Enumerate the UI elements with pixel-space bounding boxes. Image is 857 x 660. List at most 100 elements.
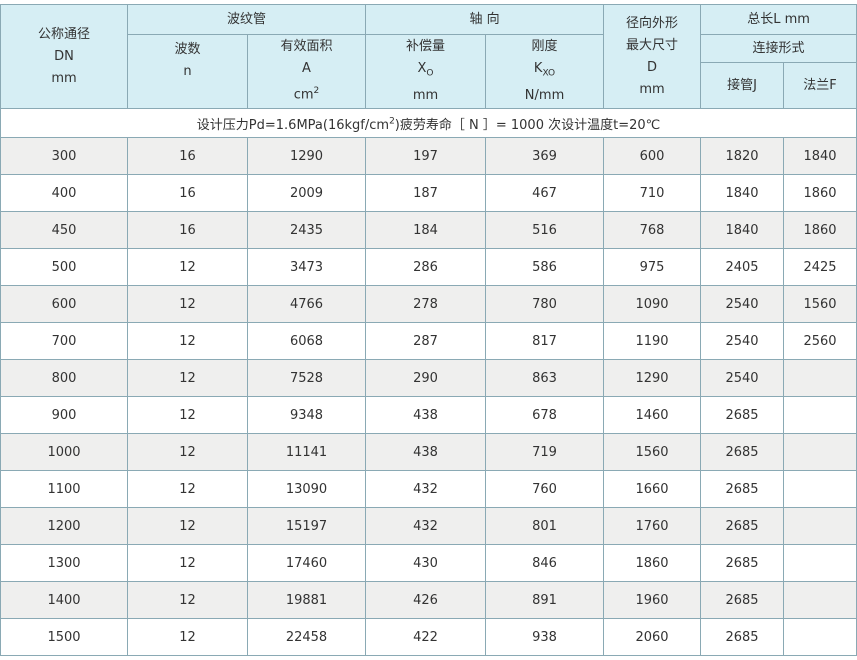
- table-cell: 432: [365, 507, 487, 545]
- table-cell: 1860: [603, 544, 702, 582]
- table-cell: 2685: [700, 396, 785, 434]
- table-cell: 760: [485, 470, 605, 508]
- table-cell: 700: [0, 322, 128, 360]
- table-row: 800 12 7528 290 863 1290 2540: [0, 359, 857, 397]
- table-cell: 2009: [246, 174, 367, 212]
- table-cell: 1100: [0, 470, 128, 508]
- table-cell: 432: [365, 470, 487, 508]
- table-cell: 16: [127, 211, 248, 249]
- table-cell: [783, 544, 857, 582]
- table-cell: [783, 396, 857, 434]
- table-cell: 1560: [603, 433, 702, 471]
- table-cell: 516: [485, 211, 605, 249]
- table-cell: 900: [0, 396, 128, 434]
- table-cell: 287: [365, 322, 487, 360]
- table-cell: 1660: [603, 470, 702, 508]
- table-cell: 12: [127, 544, 248, 582]
- table-cell: 438: [365, 396, 487, 434]
- table-cell: 300: [0, 137, 128, 175]
- table-row: 1100 12 13090 432 760 1660 2685: [0, 470, 857, 508]
- table-cell: 197: [365, 137, 487, 175]
- table-cell: 719: [485, 433, 605, 471]
- design-note: 设计压力Pd=1.6MPa(16kgf/cm2)疲劳寿命［ N ］= 1000 …: [0, 108, 857, 138]
- table-cell: 12: [127, 618, 248, 656]
- table-cell: 16: [127, 174, 248, 212]
- table-cell: 891: [485, 581, 605, 619]
- table-cell: 6068: [246, 322, 367, 360]
- table-cell: 2560: [783, 322, 857, 360]
- table-cell: 801: [485, 507, 605, 545]
- table-cell: [783, 470, 857, 508]
- table-cell: 15197: [246, 507, 367, 545]
- table-cell: 450: [0, 211, 128, 249]
- table-cell: 975: [603, 248, 702, 286]
- table-cell: 12: [127, 433, 248, 471]
- table-cell: 4766: [246, 285, 367, 323]
- table-cell: 2685: [700, 581, 785, 619]
- table-cell: 600: [0, 285, 128, 323]
- table-cell: 290: [365, 359, 487, 397]
- table-cell: 438: [365, 433, 487, 471]
- table-cell: 7528: [246, 359, 367, 397]
- header-bellows: 波纹管: [126, 4, 367, 35]
- table-row: 1500 12 22458 422 938 2060 2685: [0, 618, 857, 656]
- table-cell: 1840: [700, 211, 785, 249]
- table-cell: 1560: [783, 285, 857, 323]
- table-row: 450 16 2435 184 516 768 1840 1860: [0, 211, 857, 249]
- table-row: 400 16 2009 187 467 710 1840 1860: [0, 174, 857, 212]
- table-cell: 400: [0, 174, 128, 212]
- table-cell: [783, 359, 857, 397]
- table-cell: 19881: [246, 581, 367, 619]
- table-cell: 1500: [0, 618, 128, 656]
- table-cell: 500: [0, 248, 128, 286]
- table-row: 1300 12 17460 430 846 1860 2685: [0, 544, 857, 582]
- header-axial: 轴 向: [365, 4, 605, 35]
- table-cell: 278: [365, 285, 487, 323]
- header-dn: 公称通径 DN mm: [0, 4, 128, 109]
- table-cell: 1960: [603, 581, 702, 619]
- table-cell: 422: [365, 618, 487, 656]
- table-cell: 710: [603, 174, 702, 212]
- table-cell: 12: [127, 507, 248, 545]
- table-row: 1400 12 19881 426 891 1960 2685: [0, 581, 857, 619]
- table-cell: 863: [485, 359, 605, 397]
- table-cell: 2540: [700, 359, 785, 397]
- table-cell: 2685: [700, 507, 785, 545]
- table-cell: 426: [365, 581, 487, 619]
- table-cell: 586: [485, 248, 605, 286]
- table-cell: 938: [485, 618, 605, 656]
- table-row: 600 12 4766 278 780 1090 2540 1560: [0, 285, 857, 323]
- table-cell: 800: [0, 359, 128, 397]
- table-cell: 780: [485, 285, 605, 323]
- header-total-length: 总长L mm: [700, 4, 857, 35]
- table-cell: 846: [485, 544, 605, 582]
- table-cell: 1860: [783, 174, 857, 212]
- table-cell: [783, 618, 857, 656]
- table-cell: 817: [485, 322, 605, 360]
- table-row: 500 12 3473 286 586 975 2405 2425: [0, 248, 857, 286]
- table-cell: 22458: [246, 618, 367, 656]
- table-cell: 9348: [246, 396, 367, 434]
- table-cell: 1200: [0, 507, 128, 545]
- table-cell: 369: [485, 137, 605, 175]
- table-cell: 286: [365, 248, 487, 286]
- table-cell: [783, 433, 857, 471]
- table-cell: 1760: [603, 507, 702, 545]
- table-cell: 16: [127, 137, 248, 175]
- table-row: 900 12 9348 438 678 1460 2685: [0, 396, 857, 434]
- table-cell: 1860: [783, 211, 857, 249]
- table-cell: 2425: [783, 248, 857, 286]
- header-stiffness: 刚度 KXO N/mm: [485, 34, 605, 109]
- table-cell: 2540: [700, 285, 785, 323]
- table-cell: 1290: [246, 137, 367, 175]
- table-cell: 12: [127, 359, 248, 397]
- table-cell: 1290: [603, 359, 702, 397]
- table-cell: 1190: [603, 322, 702, 360]
- table-cell: 184: [365, 211, 487, 249]
- table-cell: 2405: [700, 248, 785, 286]
- table-row: 300 16 1290 197 369 600 1820 1840: [0, 137, 857, 175]
- table-cell: 12: [127, 581, 248, 619]
